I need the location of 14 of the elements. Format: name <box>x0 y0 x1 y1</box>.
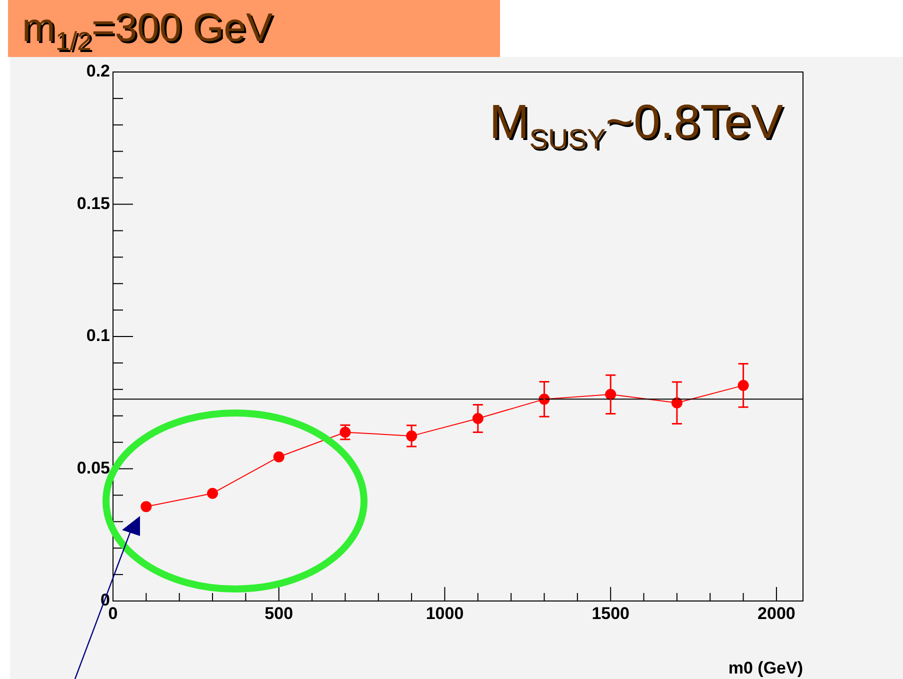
point <box>273 451 284 462</box>
y-tick-label: 0.15 <box>76 194 110 213</box>
y-tick-label: 0.2 <box>86 62 110 81</box>
x-tick-label: 500 <box>264 604 294 623</box>
point <box>140 501 152 512</box>
x-axis-title: m0 (GeV) <box>728 658 803 678</box>
y-tick-label: 0.05 <box>76 458 110 478</box>
annotation: M$_{SUSY}$~0.8TeV <box>489 95 783 156</box>
y-tick-label: 0.1 <box>86 326 110 346</box>
x-tick-label: 2000 <box>758 604 796 623</box>
x-tick-label: 1500 <box>592 604 630 623</box>
x-tick-label: 1000 <box>426 604 464 623</box>
chart-title: m$_{1/2}$=300 GeV <box>8 0 500 57</box>
point <box>207 488 218 499</box>
